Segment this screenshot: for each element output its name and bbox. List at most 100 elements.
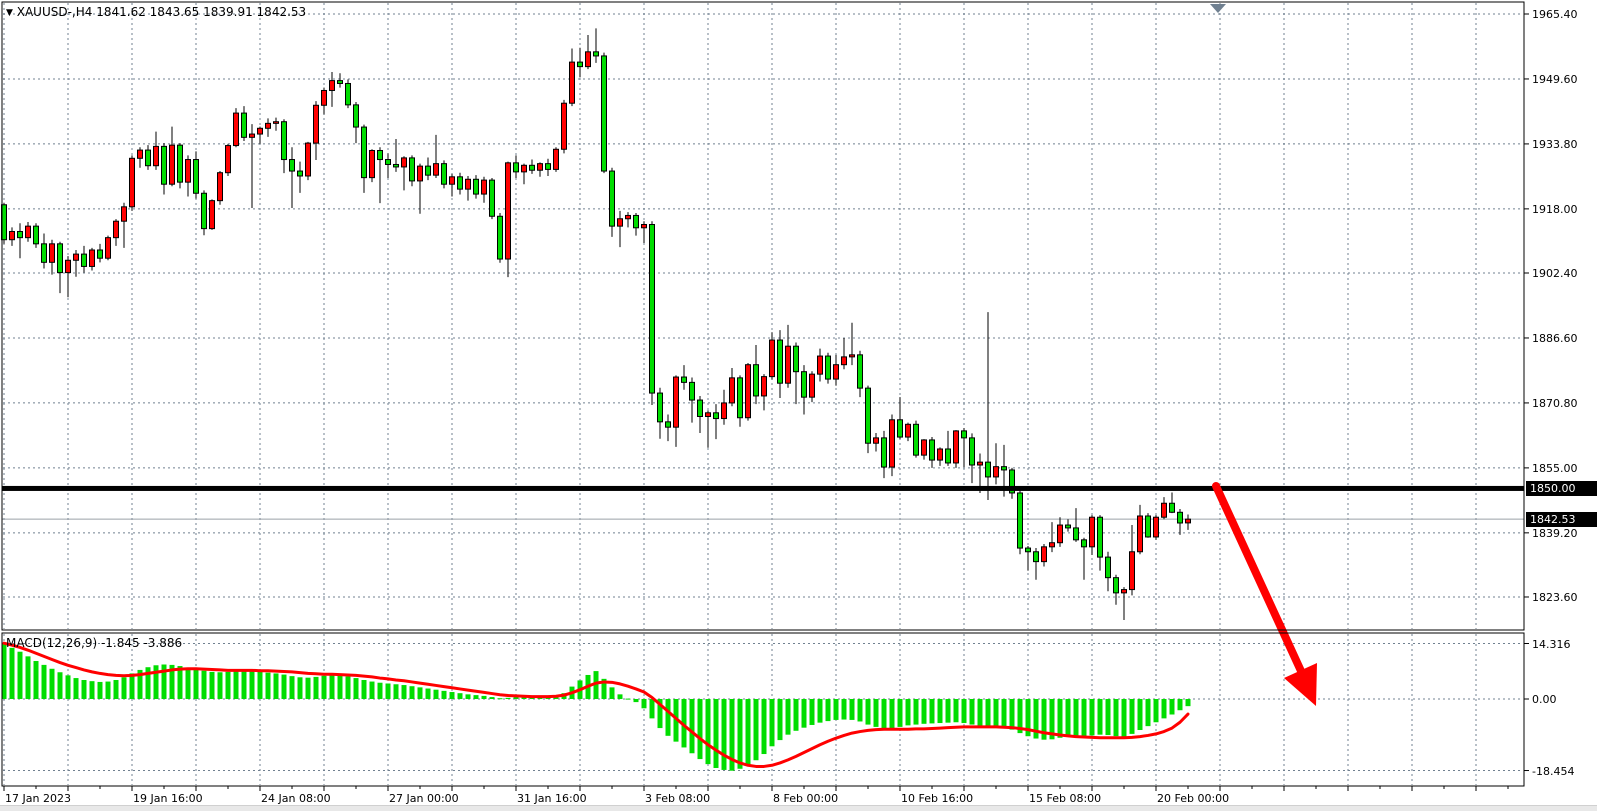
candlestick [249, 133, 255, 138]
candlestick [465, 178, 471, 190]
macd-histogram-bar [801, 699, 807, 728]
macd-axis-label: 14.316 [1532, 637, 1571, 651]
candlestick [929, 439, 935, 461]
horizontal-level-line-1850[interactable] [2, 485, 1524, 491]
macd-histogram-bar [329, 674, 335, 699]
macd-histogram-bar [25, 656, 31, 699]
macd-histogram-bar [457, 693, 463, 699]
macd-histogram-bar [545, 697, 551, 699]
macd-histogram-bar [169, 664, 175, 699]
macd-histogram-bar [305, 677, 311, 699]
symbol-dropdown-icon[interactable]: ▼ [6, 8, 13, 18]
macd-histogram-bar [705, 699, 711, 765]
macd-histogram-bar [513, 697, 519, 699]
candlestick [793, 345, 799, 373]
macd-histogram-bar [721, 699, 727, 770]
macd-histogram-bar [209, 671, 215, 699]
candlestick [1177, 511, 1183, 524]
macd-histogram-bar [1073, 699, 1079, 737]
macd-histogram-bar [817, 699, 823, 723]
candlestick [209, 200, 215, 230]
candlestick [801, 371, 807, 398]
candlestick [577, 61, 583, 68]
macd-histogram-bar [1161, 699, 1167, 719]
candlestick [377, 149, 383, 161]
candlestick [1073, 527, 1079, 541]
macd-histogram-bar [1049, 699, 1055, 740]
candlestick [1097, 516, 1103, 558]
candlestick [369, 149, 375, 179]
macd-histogram-bar [961, 699, 967, 724]
macd-histogram-bar [1, 643, 7, 699]
main-pane-border [1, 1, 1525, 631]
candlestick [265, 122, 271, 129]
sell-arrow-shaft[interactable] [1212, 482, 1305, 675]
candlestick [649, 223, 655, 394]
price-axis-label: 1886.60 [1532, 331, 1578, 345]
window-bottom-edge [0, 805, 1597, 811]
chart-title: ▼ XAUUSD-,H4 1841.62 1843.65 1839.91 184… [6, 5, 306, 19]
macd-histogram-bar [841, 699, 847, 720]
price-axis-label: 1823.60 [1532, 590, 1578, 604]
candlestick [1113, 577, 1119, 594]
candlestick [1025, 547, 1031, 553]
candlestick [145, 149, 151, 167]
macd-histogram-bar [1057, 699, 1063, 738]
macd-histogram-bar [417, 687, 423, 699]
candlestick [865, 387, 871, 444]
macd-histogram-bar [1009, 699, 1015, 730]
macd-histogram-bar [225, 671, 231, 699]
candlestick [889, 419, 895, 468]
macd-histogram-bar [161, 664, 167, 699]
price-axis-label: 1965.40 [1532, 8, 1578, 21]
price-axis-label: 1949.60 [1532, 72, 1578, 86]
macd-histogram-bar [361, 680, 367, 699]
candlestick [1137, 515, 1143, 553]
macd-histogram-bar [993, 699, 999, 727]
macd-histogram-bar [313, 676, 319, 699]
candlestick [1121, 589, 1127, 594]
macd-histogram-bar [1025, 699, 1031, 737]
candlestick [1185, 518, 1191, 524]
macd-histogram-bar [1097, 699, 1103, 735]
candlestick [913, 423, 919, 456]
macd-histogram-bar [921, 699, 927, 724]
macd-histogram-bar [177, 666, 183, 699]
candlestick [273, 121, 279, 124]
macd-histogram-bar [233, 671, 239, 699]
ohlc-readout: 1841.62 1843.65 1839.91 1842.53 [96, 5, 307, 19]
macd-histogram-bar [1129, 699, 1135, 734]
candlestick [113, 220, 119, 239]
price-axis-label: 1933.80 [1532, 137, 1578, 151]
macd-histogram-bar [449, 692, 455, 699]
candlestick [393, 163, 399, 168]
macd-histogram-bar [609, 687, 615, 699]
candlestick [977, 461, 983, 466]
macd-histogram-bar [241, 670, 247, 699]
candlestick [457, 176, 463, 190]
macd-histogram-bar [249, 671, 255, 699]
macd-histogram-bar [969, 699, 975, 725]
candlestick [1169, 502, 1175, 513]
candlestick [305, 142, 311, 177]
sell-arrow-head-icon[interactable] [1284, 663, 1317, 706]
candlestick [25, 225, 31, 239]
candlestick [857, 354, 863, 389]
macd-histogram-bar [281, 674, 287, 699]
macd-histogram-bar [793, 699, 799, 731]
candlestick [329, 80, 335, 91]
macd-histogram-bar [913, 699, 919, 725]
candlestick [441, 163, 447, 185]
candlestick [953, 430, 959, 464]
candlestick [169, 144, 175, 185]
candlestick [89, 249, 95, 267]
chart-shift-marker-icon[interactable] [1210, 4, 1226, 13]
macd-histogram-bar [137, 669, 143, 699]
macd-histogram-bar [393, 684, 399, 699]
candlestick [657, 392, 663, 423]
macd-histogram-bar [505, 697, 511, 699]
macd-histogram-bar [657, 699, 663, 729]
candlestick [873, 437, 879, 444]
candlestick [17, 230, 23, 239]
